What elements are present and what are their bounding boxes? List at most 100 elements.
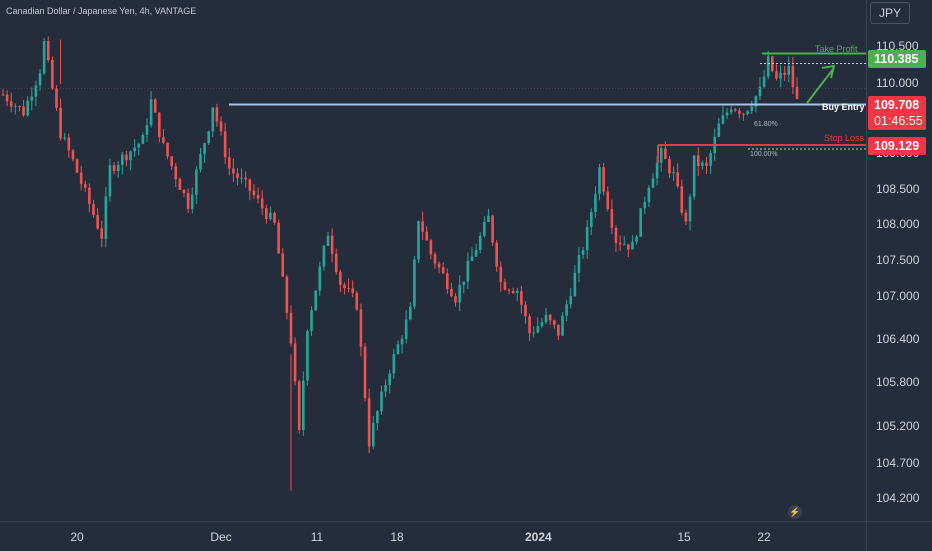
candle-body <box>450 289 453 297</box>
candle-body <box>762 76 766 87</box>
candle-body <box>38 73 42 86</box>
candle-body <box>631 241 634 250</box>
stop-loss-price-tag: 109.129 <box>868 137 926 155</box>
candle-body <box>446 273 449 290</box>
candle-body <box>129 151 132 161</box>
candle-body <box>507 289 511 291</box>
candle-body <box>610 209 614 228</box>
candle-body <box>552 320 556 325</box>
candle-body <box>211 107 215 132</box>
candle-body <box>466 260 470 282</box>
candle-body <box>145 125 149 136</box>
candle-body <box>408 306 412 320</box>
candle-body <box>371 423 375 447</box>
candle-body <box>437 263 441 268</box>
candle-body <box>544 314 548 323</box>
y-tick-label: 106.400 <box>876 332 920 346</box>
chart-area[interactable]: Canadian Dollar / Japanese Yen, 4h, VANT… <box>0 0 866 521</box>
candle-body <box>285 276 289 313</box>
candle-body <box>664 148 667 160</box>
candle-body <box>721 115 725 124</box>
symbol-label: Canadian Dollar / Japanese Yen, 4h, VANT… <box>6 6 197 16</box>
candle-body <box>330 235 334 254</box>
candle-body <box>758 86 762 97</box>
candle-body <box>96 215 99 229</box>
candle-body <box>783 72 786 75</box>
candle-body <box>684 212 688 222</box>
candle-body <box>199 154 202 170</box>
candle-body <box>215 107 219 122</box>
price-chart[interactable] <box>0 0 866 521</box>
fib-618-label: 61.80% <box>754 121 778 128</box>
axis-corner <box>866 521 932 551</box>
candle-body <box>289 312 293 344</box>
candle-body <box>573 272 577 297</box>
candle-body <box>326 235 330 246</box>
current-price-value: 109.708 <box>874 98 920 112</box>
candle-body <box>598 167 601 195</box>
tradingview-logo-icon[interactable]: ⚡ <box>788 505 802 519</box>
currency-button[interactable]: JPY <box>870 2 910 24</box>
candle-body <box>705 162 708 166</box>
candle-body <box>635 236 638 242</box>
candle-body <box>483 221 486 236</box>
candle-body <box>232 168 235 174</box>
candle-body <box>725 112 729 116</box>
candle-body <box>83 183 87 188</box>
candle-body <box>717 123 721 137</box>
candle-body <box>701 162 704 167</box>
x-tick-label: 15 <box>677 530 691 544</box>
projection-arrow-shaft <box>806 67 835 104</box>
y-tick-label: 110.000 <box>876 76 919 90</box>
candle-body <box>18 106 21 108</box>
candle-body <box>590 212 593 227</box>
candle-body <box>413 259 416 307</box>
candle-body <box>775 71 778 79</box>
candle-body <box>310 310 313 332</box>
candle-body <box>186 193 190 209</box>
candle-body <box>655 162 659 179</box>
candle-body <box>244 177 248 180</box>
candle-body <box>322 245 326 267</box>
candle-body <box>264 208 268 219</box>
candle-body <box>203 143 206 155</box>
candle-body <box>174 166 178 180</box>
candle-body <box>581 250 585 255</box>
take-profit-label: Take Profit <box>815 44 858 54</box>
candle-body <box>59 107 62 139</box>
candle-body <box>141 135 145 144</box>
candle-body <box>9 101 13 107</box>
candle-body <box>153 99 157 113</box>
buy-entry-label: Buy Entry <box>822 102 865 112</box>
candle-body <box>421 221 424 232</box>
candle-body <box>639 208 642 237</box>
candle-body <box>404 319 408 339</box>
candle-body <box>67 137 71 151</box>
candle-body <box>88 187 91 205</box>
candle-body <box>355 293 359 310</box>
time-axis[interactable]: 20 Dec 11 18 2024 15 22 <box>0 521 866 551</box>
candle-body <box>178 179 182 190</box>
candle-body <box>738 110 741 114</box>
candle-body <box>680 186 684 213</box>
countdown-timer: 01:46:55 <box>874 114 923 128</box>
take-profit-price-tag: 110.385 <box>868 50 926 68</box>
candle-body <box>380 391 383 412</box>
candle-body <box>260 198 264 209</box>
candle-body <box>520 290 523 305</box>
candle-body <box>46 41 50 60</box>
candle-body <box>51 59 54 89</box>
x-tick-label: 20 <box>70 530 84 544</box>
candle-body <box>26 100 29 116</box>
candle-body <box>158 112 161 138</box>
y-tick-label: 105.200 <box>876 419 920 433</box>
candle-body <box>396 344 400 355</box>
price-axis[interactable] <box>866 0 932 521</box>
x-tick-label: 18 <box>390 530 404 544</box>
candle-body <box>207 131 210 144</box>
candle-body <box>487 215 490 222</box>
candle-body <box>569 296 573 305</box>
candle-body <box>503 282 507 290</box>
candle-body <box>14 106 17 108</box>
candle-body <box>627 244 630 250</box>
